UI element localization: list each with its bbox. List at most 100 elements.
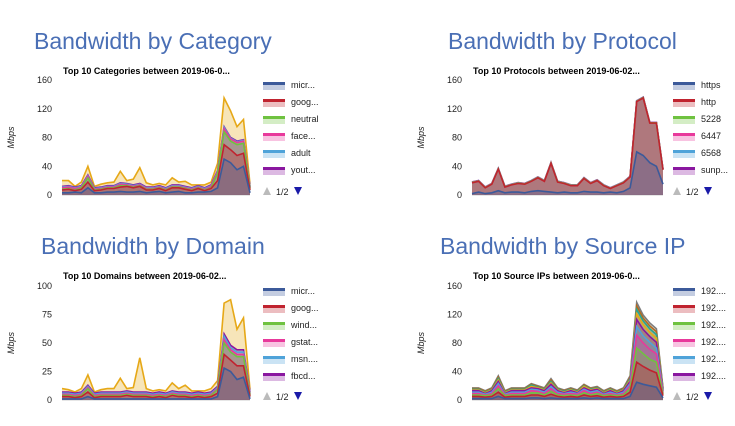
legend-item: adult — [263, 148, 311, 158]
y-tick-label: 0 — [47, 395, 52, 405]
legend-swatch — [263, 373, 285, 376]
legend-swatch-fill — [673, 308, 695, 313]
source-ip-chart: Top 10 Source IPs between 2019-06-0... Mb… — [416, 271, 726, 405]
legend-label: yout... — [291, 165, 316, 175]
legend-swatch — [263, 288, 285, 291]
y-tick-label: 0 — [457, 190, 462, 200]
legend-label: micr... — [291, 80, 315, 90]
legend-item: 192.... — [673, 286, 726, 296]
y-tick-label: 50 — [42, 338, 52, 348]
legend-label: https — [701, 80, 721, 90]
legend-label: msn.... — [291, 354, 318, 364]
series-line — [62, 157, 251, 194]
legend-swatch — [263, 82, 285, 85]
y-axis-label: Mbps — [416, 332, 426, 355]
legend-swatch — [263, 99, 285, 102]
legend-item: micr... — [263, 286, 315, 296]
panel-category: Bandwidth by Category Top 10 Categories … — [0, 0, 367, 213]
y-tick-label: 75 — [42, 310, 52, 320]
y-axis-label: Mbps — [416, 126, 426, 149]
legend-swatch-fill — [673, 342, 695, 347]
y-tick-label: 40 — [452, 161, 462, 171]
legend-item: 192.... — [673, 354, 726, 364]
legend-swatch — [263, 356, 285, 359]
legend-swatch — [673, 288, 695, 291]
series-area — [472, 362, 663, 400]
category-chart: Top 10 Categories between 2019-06-0... Mb… — [6, 66, 319, 200]
legend-swatch-fill — [263, 119, 285, 124]
pager-down-icon[interactable] — [704, 187, 712, 195]
legend-swatch — [263, 305, 285, 308]
series-area — [472, 151, 663, 195]
pager-down-icon[interactable] — [294, 187, 302, 195]
legend-item: 6568 — [673, 148, 721, 158]
legend-swatch — [673, 116, 695, 119]
pager-up-icon[interactable] — [263, 187, 271, 195]
series-area — [472, 335, 663, 400]
legend-label: goog... — [291, 97, 319, 107]
legend-swatch-fill — [673, 325, 695, 330]
legend-swatch-fill — [673, 102, 695, 107]
legend-label: 192.... — [701, 303, 726, 313]
legend-swatch-fill — [263, 342, 285, 347]
legend-label: micr... — [291, 286, 315, 296]
series-line — [472, 346, 664, 397]
chart-title: Top 10 Source IPs between 2019-06-0... — [473, 271, 640, 281]
legend-swatch — [673, 339, 695, 342]
y-tick-label: 80 — [452, 338, 462, 348]
legend-swatch-fill — [673, 291, 695, 296]
pager-up-icon[interactable] — [673, 187, 681, 195]
series-line — [62, 352, 251, 399]
y-tick-label: 160 — [447, 281, 462, 291]
series-line — [61, 143, 251, 192]
pager-down-icon[interactable] — [704, 392, 712, 400]
legend-label: goog... — [291, 303, 319, 313]
legend-item: micr... — [263, 80, 315, 90]
pager-label: 1/2 — [686, 187, 699, 197]
legend-item: goog... — [263, 303, 319, 313]
series-area — [62, 339, 250, 400]
legend-item: neutral — [263, 114, 319, 124]
y-tick-label: 40 — [452, 367, 462, 377]
legend-swatch-fill — [263, 308, 285, 313]
legend-swatch-fill — [263, 85, 285, 90]
chart-title: Top 10 Protocols between 2019-06-02... — [473, 66, 640, 76]
legend-item: 5228 — [673, 114, 721, 124]
legend-item: 192.... — [673, 303, 726, 313]
panel-heading: Bandwidth by Source IP — [440, 233, 686, 259]
legend-item: http — [673, 97, 716, 107]
y-axis-label: Mbps — [6, 332, 16, 355]
legend-swatch — [263, 150, 285, 153]
series-area — [62, 299, 250, 400]
series-area — [472, 382, 663, 400]
legend-label: adult — [291, 148, 311, 158]
legend-swatch-fill — [263, 170, 285, 175]
legend-swatch — [263, 322, 285, 325]
legend-swatch-fill — [263, 376, 285, 381]
pager-down-icon[interactable] — [294, 392, 302, 400]
legend-item: wind... — [263, 320, 317, 330]
legend-item: 192.... — [673, 337, 726, 347]
y-tick-label: 120 — [37, 104, 52, 114]
legend-swatch — [673, 150, 695, 153]
series-area — [62, 354, 250, 400]
legend-swatch-fill — [673, 153, 695, 158]
legend-swatch — [263, 133, 285, 136]
legend-label: gstat... — [291, 337, 318, 347]
chart-title: Top 10 Domains between 2019-06-02... — [63, 271, 226, 281]
pager-label: 1/2 — [276, 187, 289, 197]
legend-item: fbcd... — [263, 371, 316, 381]
protocol-chart: Top 10 Protocols between 2019-06-02... Mb… — [416, 66, 728, 200]
pager-up-icon[interactable] — [263, 392, 271, 400]
legend-label: 6568 — [701, 148, 721, 158]
panel-heading: Bandwidth by Protocol — [448, 28, 677, 54]
pager-up-icon[interactable] — [673, 392, 681, 400]
panel-heading: Bandwidth by Domain — [41, 233, 265, 259]
legend-item: msn.... — [263, 354, 318, 364]
legend-swatch — [673, 373, 695, 376]
legend-label: 192.... — [701, 371, 726, 381]
series-line — [471, 150, 664, 195]
legend-swatch — [673, 167, 695, 170]
legend-item: goog... — [263, 97, 319, 107]
legend-swatch-fill — [263, 153, 285, 158]
